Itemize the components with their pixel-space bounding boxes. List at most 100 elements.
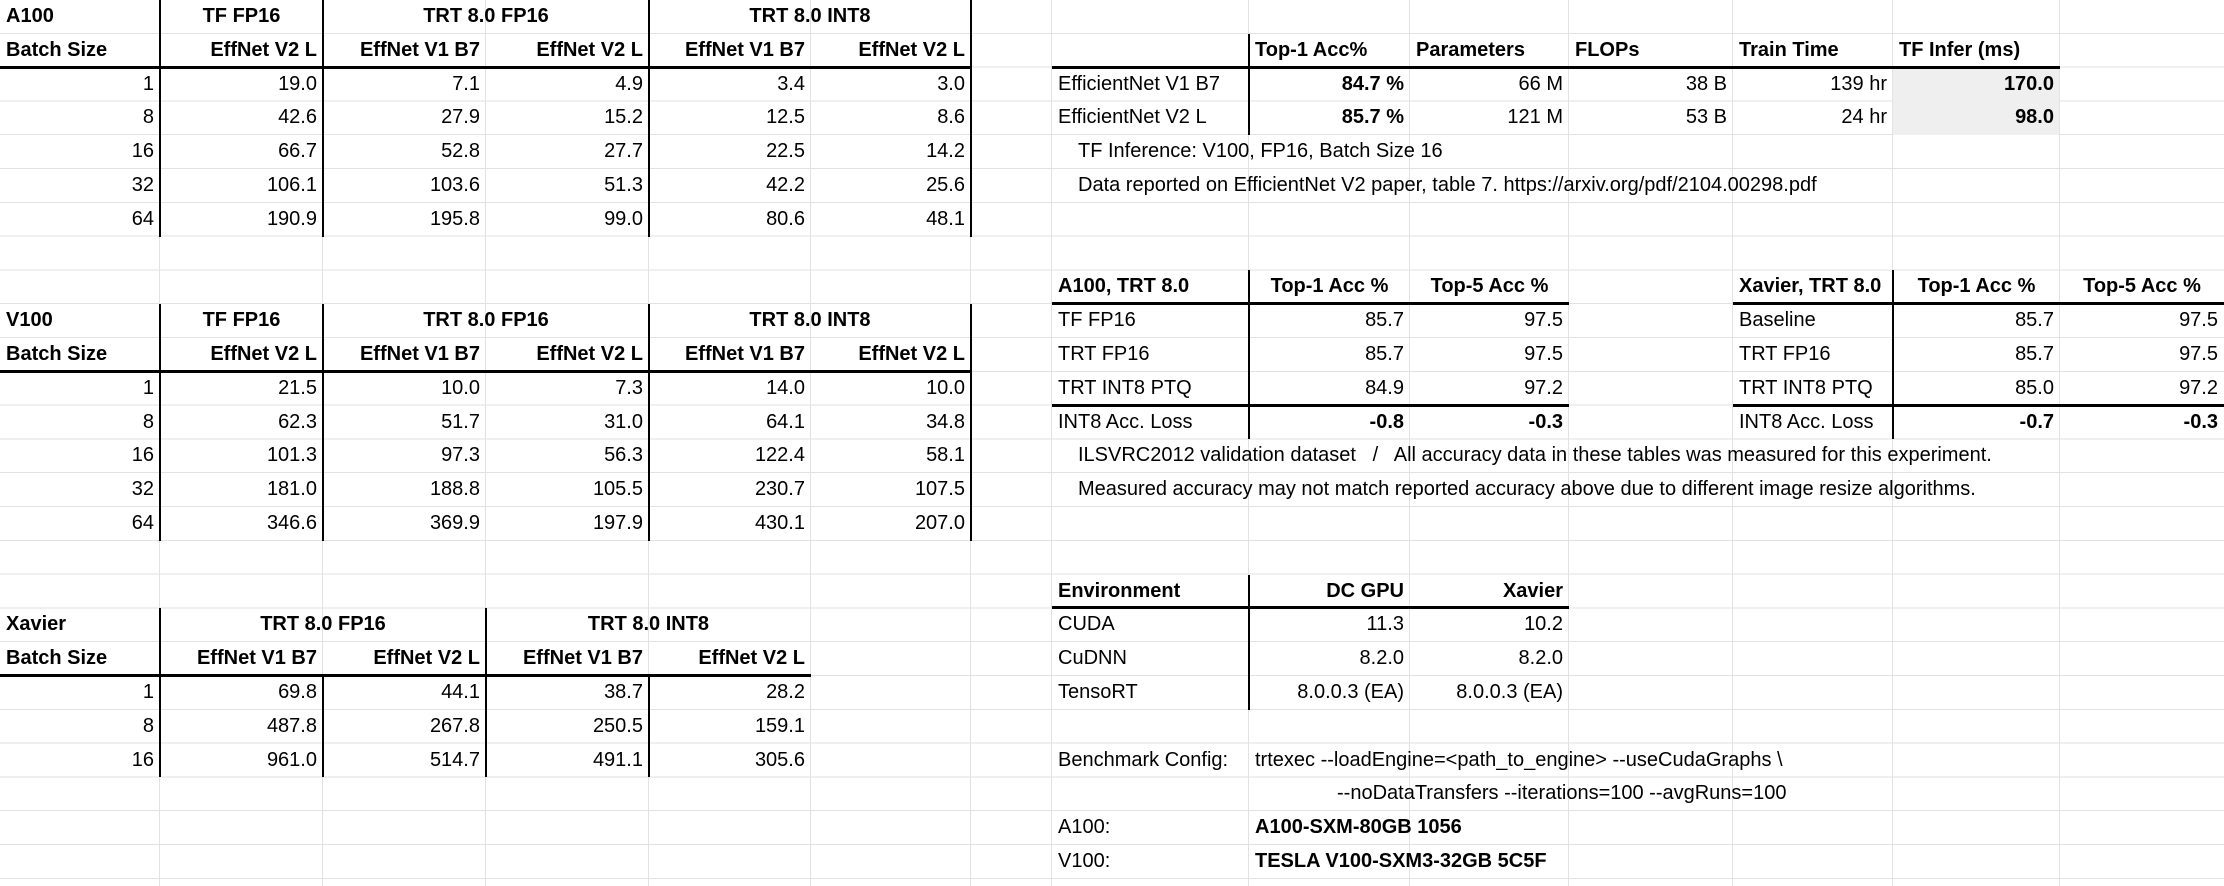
a100-group-header-1[interactable]: TRT 8.0 FP16 xyxy=(423,5,549,27)
a100-value-r1-c3[interactable]: 12.5 xyxy=(766,106,805,129)
a100-acc-loss-top5[interactable]: -0.3 xyxy=(1528,410,1563,433)
v100-value-r2-c2[interactable]: 56.3 xyxy=(604,444,643,467)
a100-acc-table-title[interactable]: A100, TRT 8.0 xyxy=(1058,275,1190,298)
xavier-acc-loss-label[interactable]: INT8 Acc. Loss xyxy=(1739,410,1874,433)
a100-acc-loss-label[interactable]: INT8 Acc. Loss xyxy=(1058,410,1193,433)
model-info-tf-infer-1[interactable]: 98.0 xyxy=(2015,106,2054,129)
v100-value-r3-c1[interactable]: 188.8 xyxy=(429,478,480,501)
xavier-col-header-2[interactable]: EffNet V1 B7 xyxy=(522,647,643,670)
v100-batch-32[interactable]: 32 xyxy=(131,478,154,501)
a100-value-r1-c4[interactable]: 8.6 xyxy=(937,106,965,129)
v100-col-header-2[interactable]: EffNet V2 L xyxy=(536,343,643,365)
xavier-value-r1-c2[interactable]: 250.5 xyxy=(592,714,643,737)
xavier-acc-row-label-1[interactable]: TRT FP16 xyxy=(1739,343,1831,365)
v100-value-r4-c3[interactable]: 430.1 xyxy=(754,512,805,534)
xavier-batch-16[interactable]: 16 xyxy=(131,748,154,771)
v100-value-r3-c4[interactable]: 107.5 xyxy=(914,478,965,501)
v100-value-r1-c0[interactable]: 62.3 xyxy=(278,410,317,433)
xavier-value-r1-c3[interactable]: 159.1 xyxy=(754,714,805,737)
a100-value-r4-c2[interactable]: 99.0 xyxy=(604,207,643,230)
xavier-acc-table-title[interactable]: Xavier, TRT 8.0 xyxy=(1739,275,1882,298)
model-info-header-2[interactable]: FLOPs xyxy=(1575,38,1640,61)
a100-acc-top1-2[interactable]: 84.9 xyxy=(1365,376,1404,399)
a100-value-r3-c2[interactable]: 51.3 xyxy=(604,174,643,196)
xavier-acc-row-label-2[interactable]: TRT INT8 PTQ xyxy=(1739,376,1873,399)
xavier-table-title[interactable]: Xavier xyxy=(6,613,67,636)
model-info-train-time-0[interactable]: 139 hr xyxy=(1830,72,1887,95)
a100-value-r4-c1[interactable]: 195.8 xyxy=(429,207,480,230)
a100-group-header-2[interactable]: TRT 8.0 INT8 xyxy=(749,5,871,27)
environment-table-title[interactable]: Environment xyxy=(1058,579,1181,602)
model-info-top1-0[interactable]: 84.7 % xyxy=(1341,72,1404,95)
model-info-tf-infer-0[interactable]: 170.0 xyxy=(2003,72,2054,95)
v100-value-r0-c4[interactable]: 10.0 xyxy=(926,376,965,399)
a100-acc-loss-top1[interactable]: -0.8 xyxy=(1369,410,1404,433)
a100-value-r1-c0[interactable]: 42.6 xyxy=(278,106,317,129)
a100-batch-8[interactable]: 8 xyxy=(142,106,154,129)
model-info-params-1[interactable]: 121 M xyxy=(1507,106,1563,129)
a100-acc-row-label-0[interactable]: TF FP16 xyxy=(1058,309,1136,332)
gpu-id-value-0[interactable]: A100-SXM-80GB 1056 xyxy=(1255,816,1462,839)
xavier-acc-top5-0[interactable]: 97.5 xyxy=(2179,309,2218,332)
environment-dc-gpu-header[interactable]: DC GPU xyxy=(1326,579,1404,602)
v100-table-title[interactable]: V100 xyxy=(6,309,53,332)
v100-batch-size-header[interactable]: Batch Size xyxy=(6,343,108,365)
v100-batch-16[interactable]: 16 xyxy=(131,444,154,467)
ilsvrc-note[interactable]: ILSVRC2012 validation dataset / All accu… xyxy=(1078,444,1992,467)
v100-value-r4-c2[interactable]: 197.9 xyxy=(592,512,643,534)
xavier-col-header-0[interactable]: EffNet V1 B7 xyxy=(196,647,317,670)
model-info-params-0[interactable]: 66 M xyxy=(1518,72,1563,95)
xavier-acc-loss-top1[interactable]: -0.7 xyxy=(2019,410,2054,433)
a100-value-r3-c0[interactable]: 106.1 xyxy=(266,174,317,196)
v100-group-header-2[interactable]: TRT 8.0 INT8 xyxy=(749,309,871,332)
a100-value-r2-c1[interactable]: 52.8 xyxy=(441,140,480,163)
xavier-value-r2-c2[interactable]: 491.1 xyxy=(592,748,643,771)
v100-value-r4-c0[interactable]: 346.6 xyxy=(266,512,317,534)
a100-value-r4-c4[interactable]: 48.1 xyxy=(926,207,965,230)
benchmark-config-label[interactable]: Benchmark Config: xyxy=(1058,748,1229,771)
xavier-acc-loss-top5[interactable]: -0.3 xyxy=(2183,410,2218,433)
model-info-header-4[interactable]: TF Infer (ms) xyxy=(1899,38,2021,61)
benchmark-config-command-line2[interactable]: --noDataTransfers --iterations=100 --avg… xyxy=(1337,782,1787,805)
a100-acc-top5-0[interactable]: 97.5 xyxy=(1524,309,1563,332)
a100-value-r3-c3[interactable]: 42.2 xyxy=(766,174,805,196)
a100-batch-32[interactable]: 32 xyxy=(131,174,154,196)
environment-xavier-value-0[interactable]: 10.2 xyxy=(1524,613,1563,636)
a100-col-header-1[interactable]: EffNet V1 B7 xyxy=(359,38,480,61)
v100-value-r2-c3[interactable]: 122.4 xyxy=(754,444,805,467)
environment-label-0[interactable]: CUDA xyxy=(1058,613,1115,636)
xavier-value-r2-c1[interactable]: 514.7 xyxy=(429,748,480,771)
v100-value-r0-c0[interactable]: 21.5 xyxy=(278,376,317,399)
xavier-value-r0-c3[interactable]: 28.2 xyxy=(766,681,805,703)
a100-batch-1[interactable]: 1 xyxy=(142,72,154,95)
v100-value-r1-c1[interactable]: 51.7 xyxy=(441,410,480,433)
xavier-col-header-1[interactable]: EffNet V2 L xyxy=(373,647,480,670)
a100-value-r4-c3[interactable]: 80.6 xyxy=(766,207,805,230)
a100-table-title[interactable]: A100 xyxy=(6,5,54,27)
xavier-acc-top1-0[interactable]: 85.7 xyxy=(2015,309,2054,332)
model-info-header-0[interactable]: Top-1 Acc% xyxy=(1255,38,1368,61)
environment-label-1[interactable]: CuDNN xyxy=(1058,647,1127,670)
gpu-id-label-1[interactable]: V100: xyxy=(1058,850,1111,872)
v100-group-header-0[interactable]: TF FP16 xyxy=(202,309,281,332)
a100-acc-top1-header[interactable]: Top-1 Acc % xyxy=(1270,275,1389,298)
model-info-flops-0[interactable]: 38 B xyxy=(1685,72,1727,95)
v100-value-r4-c1[interactable]: 369.9 xyxy=(429,512,480,534)
v100-col-header-1[interactable]: EffNet V1 B7 xyxy=(359,343,480,365)
v100-value-r1-c3[interactable]: 64.1 xyxy=(766,410,805,433)
model-info-header-1[interactable]: Parameters xyxy=(1416,38,1525,61)
a100-acc-top5-2[interactable]: 97.2 xyxy=(1524,376,1563,399)
a100-acc-top1-1[interactable]: 85.7 xyxy=(1365,343,1404,365)
xavier-value-r1-c1[interactable]: 267.8 xyxy=(429,714,480,737)
a100-col-header-2[interactable]: EffNet V2 L xyxy=(536,38,643,61)
v100-value-r3-c2[interactable]: 105.5 xyxy=(592,478,643,501)
a100-value-r0-c3[interactable]: 3.4 xyxy=(777,72,805,95)
v100-value-r0-c2[interactable]: 7.3 xyxy=(615,376,643,399)
xavier-value-r2-c0[interactable]: 961.0 xyxy=(266,748,317,771)
a100-batch-16[interactable]: 16 xyxy=(131,140,154,163)
xavier-acc-top5-1[interactable]: 97.5 xyxy=(2179,343,2218,365)
a100-acc-row-label-1[interactable]: TRT FP16 xyxy=(1058,343,1150,365)
model-info-header-3[interactable]: Train Time xyxy=(1739,38,1839,61)
benchmark-config-command-line1[interactable]: trtexec --loadEngine=<path_to_engine> --… xyxy=(1255,748,1783,771)
a100-value-r0-c2[interactable]: 4.9 xyxy=(615,72,643,95)
